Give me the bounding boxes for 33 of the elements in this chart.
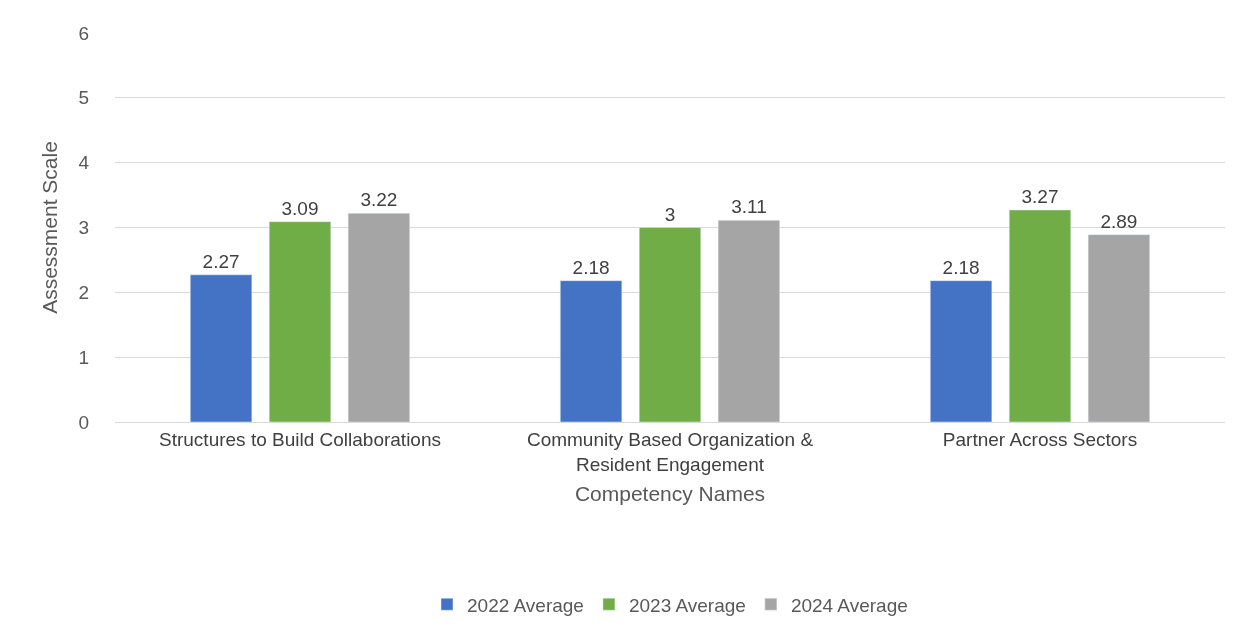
data-label: 3.09 [281, 197, 319, 219]
bar [638, 227, 702, 422]
legend-label: 2024 Average [790, 594, 908, 616]
x-tick-label: Structures to Build Collaborations [159, 428, 441, 450]
data-label: 2.89 [1100, 210, 1138, 232]
y-tick-label: 3 [78, 217, 89, 239]
bar [268, 221, 332, 422]
data-label: 2.27 [202, 250, 240, 272]
x-tick-label: Partner Across Sectors [942, 428, 1138, 450]
data-label: 2.18 [942, 256, 980, 278]
bar [560, 280, 623, 422]
bar [190, 274, 253, 422]
y-tick-label: 4 [78, 152, 90, 174]
y-tick-label: 6 [78, 22, 89, 44]
legend-label: 2023 Average [628, 594, 746, 616]
data-label: 3 [664, 203, 676, 225]
y-tick-label: 2 [78, 281, 89, 303]
x-tick-label: Community Based Organization & Resident Engagement [526, 428, 814, 475]
data-label: 3.27 [1021, 186, 1059, 207]
bar [1087, 234, 1150, 422]
y-tick-label: 5 [78, 87, 89, 109]
y-tick-label: 0 [78, 411, 89, 433]
bar [1008, 209, 1072, 422]
x-axis-title: Competency Names [574, 481, 766, 505]
data-label: 3.11 [731, 196, 767, 218]
y-tick-label: 1 [78, 346, 89, 368]
y-axis-title: Assessment Scale [37, 141, 61, 314]
bar [930, 280, 993, 422]
bar [717, 220, 780, 422]
data-label: 2.18 [572, 256, 610, 278]
legend-label: 2022 Average [467, 594, 584, 616]
bar [347, 212, 410, 422]
data-label: 3.22 [360, 189, 398, 211]
